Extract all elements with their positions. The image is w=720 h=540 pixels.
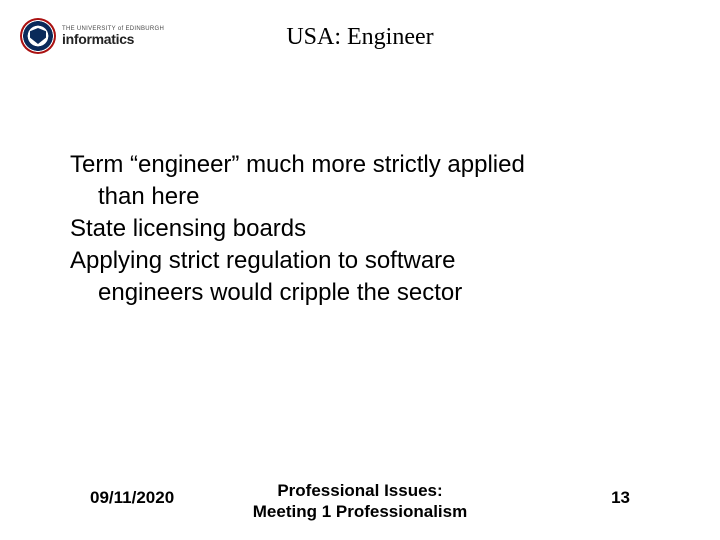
- slide: THE UNIVERSITY of EDINBURGH informatics …: [0, 0, 720, 540]
- body-line-3: Applying strict regulation to software: [70, 246, 650, 276]
- slide-title: USA: Engineer: [0, 24, 720, 51]
- body-line-2: State licensing boards: [70, 214, 650, 244]
- body-line-1-cont: than here: [70, 182, 650, 212]
- footer-page-number: 13: [611, 488, 630, 508]
- body-line-3-cont: engineers would cripple the sector: [70, 278, 650, 308]
- slide-body: Term “engineer” much more strictly appli…: [70, 150, 650, 310]
- body-line-1: Term “engineer” much more strictly appli…: [70, 150, 650, 180]
